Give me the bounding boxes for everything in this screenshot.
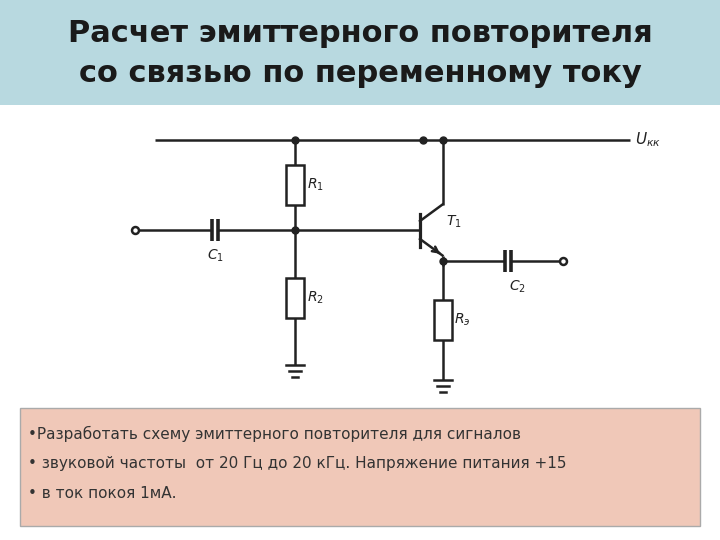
Text: $C_2$: $C_2$ <box>509 279 526 295</box>
Text: $U_{кк}$: $U_{кк}$ <box>635 131 661 150</box>
Text: •Разработать схему эмиттерного повторителя для сигналов: •Разработать схему эмиттерного повторите… <box>28 426 521 442</box>
Bar <box>286 278 304 318</box>
Text: $R_1$: $R_1$ <box>307 177 324 193</box>
Text: $R_2$: $R_2$ <box>307 289 324 306</box>
Text: Расчет эмиттерного повторителя: Расчет эмиттерного повторителя <box>68 19 652 49</box>
Text: • в ток покоя 1мА.: • в ток покоя 1мА. <box>28 486 176 501</box>
Bar <box>286 165 304 205</box>
Text: $C_1$: $C_1$ <box>207 248 223 265</box>
Text: $R_э$: $R_э$ <box>454 312 471 328</box>
Bar <box>20 408 700 526</box>
Text: $T_1$: $T_1$ <box>446 214 462 230</box>
Text: • звуковой частоты  от 20 Гц до 20 кГц. Напряжение питания +15: • звуковой частоты от 20 Гц до 20 кГц. Н… <box>28 456 567 471</box>
Text: со связью по переменному току: со связью по переменному току <box>78 59 642 89</box>
Bar <box>0 0 720 105</box>
Bar <box>433 300 451 340</box>
